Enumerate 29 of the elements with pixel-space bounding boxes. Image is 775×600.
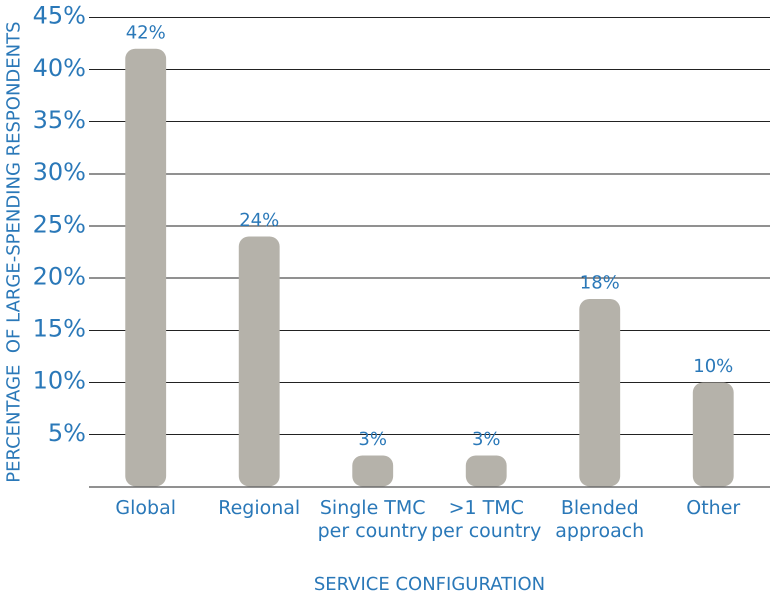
y-tick-label: 15% [32, 314, 86, 343]
bar [466, 456, 507, 486]
y-tick-label: 5% [48, 418, 86, 447]
y-axis-title: PERCENTAGE OF LARGE-SPENDING RESPONDENTS [3, 21, 24, 483]
y-tick-label: 30% [32, 158, 86, 186]
data-label: 42% [126, 22, 166, 44]
y-tick-label: 10% [32, 366, 86, 395]
x-tick-label: Regional [218, 497, 300, 520]
data-label: 3% [472, 429, 501, 450]
bar [125, 48, 166, 486]
y-tick-label: 20% [32, 262, 86, 290]
x-tick-label: Single TMC per country [318, 497, 428, 542]
data-label: 24% [239, 210, 280, 232]
bar [352, 456, 394, 486]
x-tick-label: Global [115, 497, 176, 520]
bar [238, 236, 280, 486]
data-label: 3% [358, 429, 387, 450]
y-tick-label: 45% [32, 2, 86, 30]
x-axis-title: SERVICE CONFIGURATION [314, 574, 546, 595]
bar [692, 382, 734, 486]
bar [579, 299, 620, 486]
x-tick-label: >1 TMC per country [431, 497, 542, 542]
data-label: 18% [580, 272, 620, 294]
y-tick-label: 40% [32, 54, 86, 82]
y-tick-label: 25% [32, 210, 86, 238]
y-tick-label: 35% [32, 106, 86, 134]
x-tick-label: Other [686, 497, 740, 520]
data-label: 10% [693, 356, 734, 378]
x-tick-label: Blended approach [555, 497, 644, 542]
